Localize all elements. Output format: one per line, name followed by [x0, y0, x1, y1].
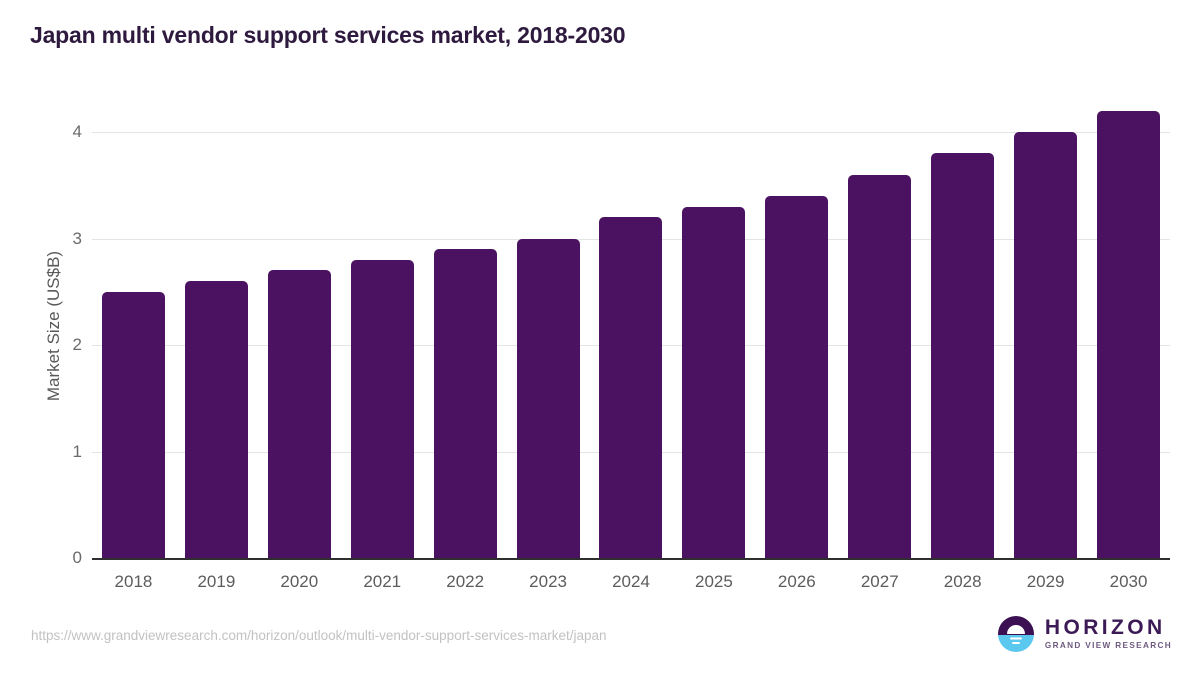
x-axis-tick-label-2027: 2027: [860, 572, 899, 591]
y-axis-tick-label: 4: [72, 122, 82, 141]
horizon-logo-name: HORIZON: [1044, 616, 1166, 640]
y-axis-tick-label: 0: [72, 548, 82, 567]
bar-slot: [92, 118, 175, 558]
bar-slot: [755, 118, 838, 558]
horizon-logo-text: HORIZON GRAND VIEW RESEARCH: [1045, 617, 1172, 650]
horizon-logo-icon: [996, 614, 1036, 654]
x-axis-tick-label-2018: 2018: [114, 572, 153, 591]
bar-slot: [838, 118, 921, 558]
gridline: [92, 132, 1170, 133]
bar-2028[interactable]: [931, 153, 995, 558]
horizon-logo-tagline: GRAND VIEW RESEARCH: [1044, 641, 1172, 651]
x-axis-tick-label-2030: 2030: [1109, 572, 1148, 591]
x-axis-tick-label-2021: 2021: [363, 572, 402, 591]
bar-2029[interactable]: [1014, 132, 1078, 558]
page-title: Japan multi vendor support services mark…: [30, 22, 626, 48]
y-axis-tick-label: 3: [72, 228, 82, 248]
bars-group: 2018 2019 2020 2021 2022 2023 2024 2025 2026 2027…: [92, 0, 1170, 675]
bar-2030[interactable]: [1097, 110, 1161, 558]
x-axis-tick-label-2019: 2019: [197, 572, 236, 591]
bar-slot: [1087, 110, 1170, 558]
bar-2020[interactable]: [267, 270, 331, 558]
bar-slot: [590, 118, 673, 558]
bar-2024[interactable]: [599, 217, 663, 558]
horizon-logo: HORIZON GRAND VIEW RESEARCH: [996, 614, 1172, 654]
source-url: https://www.grandviewresearch.com/horizo…: [31, 628, 607, 643]
bar-2022[interactable]: [433, 249, 497, 558]
x-axis-tick-label-2024: 2024: [612, 572, 650, 591]
x-axis-tick-label-2022: 2022: [446, 572, 485, 591]
bar-slot: [921, 118, 1004, 558]
bar-slot: [258, 118, 341, 558]
bar-2019[interactable]: [184, 281, 248, 558]
x-axis-tick-label-2029: 2029: [1026, 572, 1065, 591]
bar-2021[interactable]: [350, 259, 414, 558]
x-axis-line: [92, 558, 1170, 560]
x-axis-tick-label-2025: 2025: [695, 572, 733, 591]
x-axis-tick-label-2026: 2026: [777, 572, 816, 591]
bar-2026[interactable]: [765, 195, 829, 558]
y-axis-title: Market Size (US$B): [44, 250, 63, 402]
y-axis-tick-label: 1: [72, 441, 82, 461]
bar-slot: [341, 118, 424, 558]
bar-2027[interactable]: [848, 174, 912, 558]
bar-2023[interactable]: [516, 238, 580, 558]
y-axis-tick-label: 2: [72, 335, 82, 354]
bar-slot: [507, 118, 590, 558]
bar-slot: [672, 118, 755, 558]
bar-slot: [424, 118, 507, 558]
bar-2018[interactable]: [101, 291, 165, 558]
bar-slot: [1004, 118, 1087, 558]
bar-slot: [175, 118, 258, 558]
bar-2025[interactable]: [682, 206, 746, 558]
x-axis-tick-label-2028: 2028: [943, 572, 982, 591]
x-axis-tick-label-2023: 2023: [529, 572, 567, 591]
x-axis-tick-label-2020: 2020: [280, 572, 319, 591]
